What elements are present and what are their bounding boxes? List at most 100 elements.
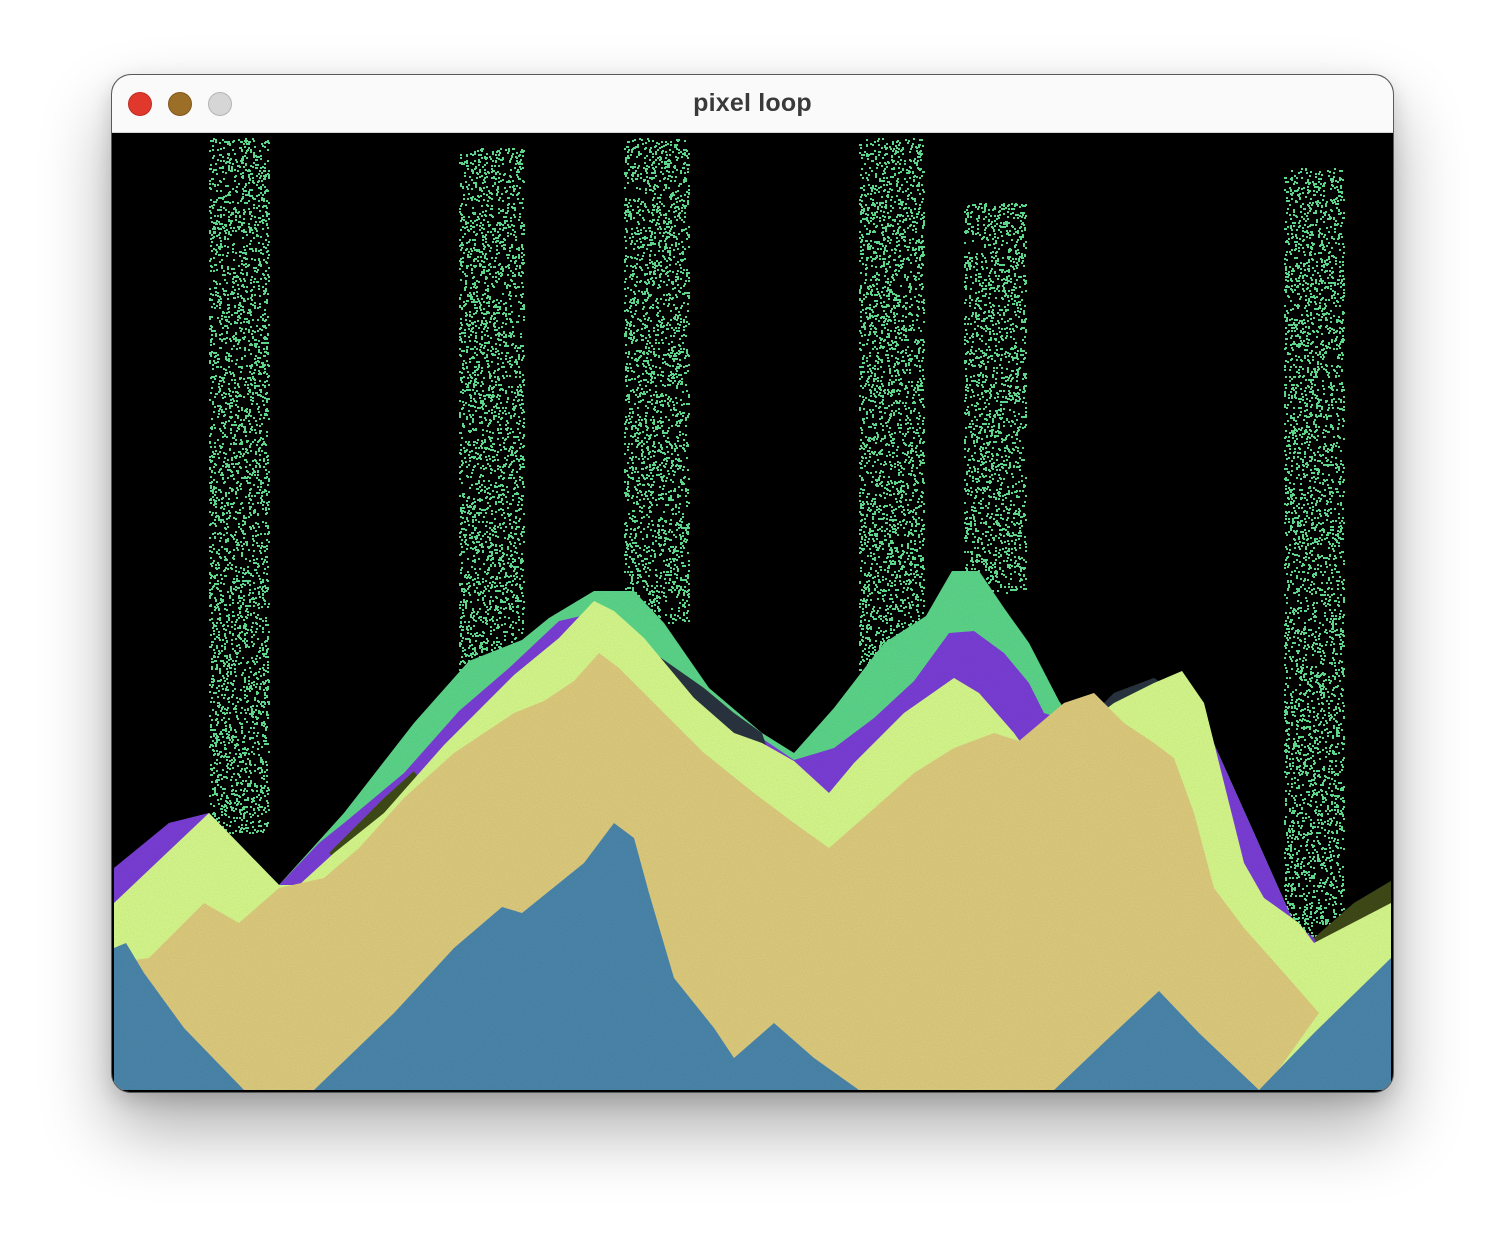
falling-particle: [232, 163, 234, 165]
falling-particle: [486, 297, 488, 299]
falling-particle: [221, 340, 223, 342]
falling-particle: [261, 362, 263, 364]
falling-particle: [492, 153, 494, 155]
falling-particle: [266, 473, 268, 475]
falling-particle: [500, 358, 502, 360]
falling-particle: [216, 687, 218, 689]
falling-particle: [482, 597, 484, 599]
falling-particle: [511, 565, 513, 567]
falling-particle: [512, 499, 514, 501]
falling-particle: [216, 568, 218, 570]
falling-particle: [462, 423, 464, 425]
falling-particle: [518, 629, 520, 631]
falling-particle: [518, 416, 520, 418]
falling-particle: [239, 147, 241, 149]
falling-particle: [244, 584, 246, 586]
falling-particle: [227, 540, 229, 542]
falling-particle: [510, 193, 512, 195]
falling-particle: [215, 169, 217, 171]
falling-particle: [523, 601, 525, 603]
falling-particle: [232, 602, 234, 604]
falling-particle: [224, 604, 226, 606]
falling-particle: [216, 173, 218, 175]
falling-particle: [466, 267, 468, 269]
falling-particle: [472, 648, 474, 650]
falling-particle: [228, 734, 230, 736]
simulation-canvas[interactable]: [114, 133, 1391, 1090]
falling-particle: [470, 376, 472, 378]
falling-particle: [254, 331, 256, 333]
falling-particle: [264, 591, 266, 593]
falling-particle: [268, 398, 270, 400]
falling-particle: [468, 655, 470, 657]
falling-particle: [470, 248, 472, 250]
falling-particle: [481, 367, 483, 369]
falling-particle: [264, 533, 266, 535]
falling-particle: [238, 341, 240, 343]
falling-particle: [236, 396, 238, 398]
falling-particle: [519, 384, 521, 386]
falling-particle: [483, 245, 485, 247]
falling-particle: [254, 474, 256, 476]
falling-particle: [253, 162, 255, 164]
falling-particle: [519, 420, 521, 422]
falling-particle: [522, 446, 524, 448]
falling-particle: [223, 677, 225, 679]
falling-particle: [499, 344, 501, 346]
falling-particle: [265, 645, 267, 647]
falling-particle: [242, 309, 244, 311]
falling-particle: [260, 791, 262, 793]
falling-particle: [498, 158, 500, 160]
falling-particle: [227, 675, 229, 677]
falling-particle: [258, 349, 260, 351]
falling-particle: [509, 298, 511, 300]
falling-particle: [264, 694, 266, 696]
falling-particle: [509, 523, 511, 525]
falling-particle: [502, 179, 504, 181]
falling-particle: [227, 689, 229, 691]
falling-particle: [254, 770, 256, 772]
falling-particle: [519, 476, 521, 478]
falling-particle: [219, 613, 221, 615]
falling-particle: [492, 449, 494, 451]
falling-particle: [220, 154, 222, 156]
falling-particle: [260, 502, 262, 504]
falling-particle: [474, 340, 476, 342]
falling-particle: [481, 421, 483, 423]
falling-particle: [219, 237, 221, 239]
falling-particle: [246, 274, 248, 276]
falling-particle: [253, 559, 255, 561]
falling-particle: [268, 480, 270, 482]
title-bar[interactable]: pixel loop: [112, 75, 1393, 133]
falling-particle: [242, 193, 244, 195]
falling-particle: [459, 211, 461, 213]
falling-particle: [240, 831, 242, 833]
falling-particle: [461, 377, 463, 379]
falling-particle: [239, 809, 241, 811]
falling-particle: [236, 645, 238, 647]
falling-particle: [485, 278, 487, 280]
falling-particle: [242, 156, 244, 158]
falling-particle: [261, 199, 263, 201]
falling-particle: [248, 309, 250, 311]
falling-particle: [476, 632, 478, 634]
falling-particle: [260, 366, 262, 368]
falling-particle: [267, 638, 269, 640]
falling-particle: [249, 580, 251, 582]
falling-particle: [254, 723, 256, 725]
falling-particle: [251, 333, 253, 335]
falling-particle: [491, 554, 493, 556]
falling-particle: [227, 568, 229, 570]
falling-particle: [253, 378, 255, 380]
falling-particle: [247, 708, 249, 710]
falling-particle: [249, 592, 251, 594]
falling-particle: [466, 466, 468, 468]
falling-particle: [230, 589, 232, 591]
falling-particle: [248, 331, 250, 333]
falling-particle: [520, 336, 522, 338]
falling-particle: [500, 494, 502, 496]
falling-particle: [266, 590, 268, 592]
falling-particle: [221, 778, 223, 780]
falling-particle: [254, 198, 256, 200]
falling-particle: [213, 155, 215, 157]
